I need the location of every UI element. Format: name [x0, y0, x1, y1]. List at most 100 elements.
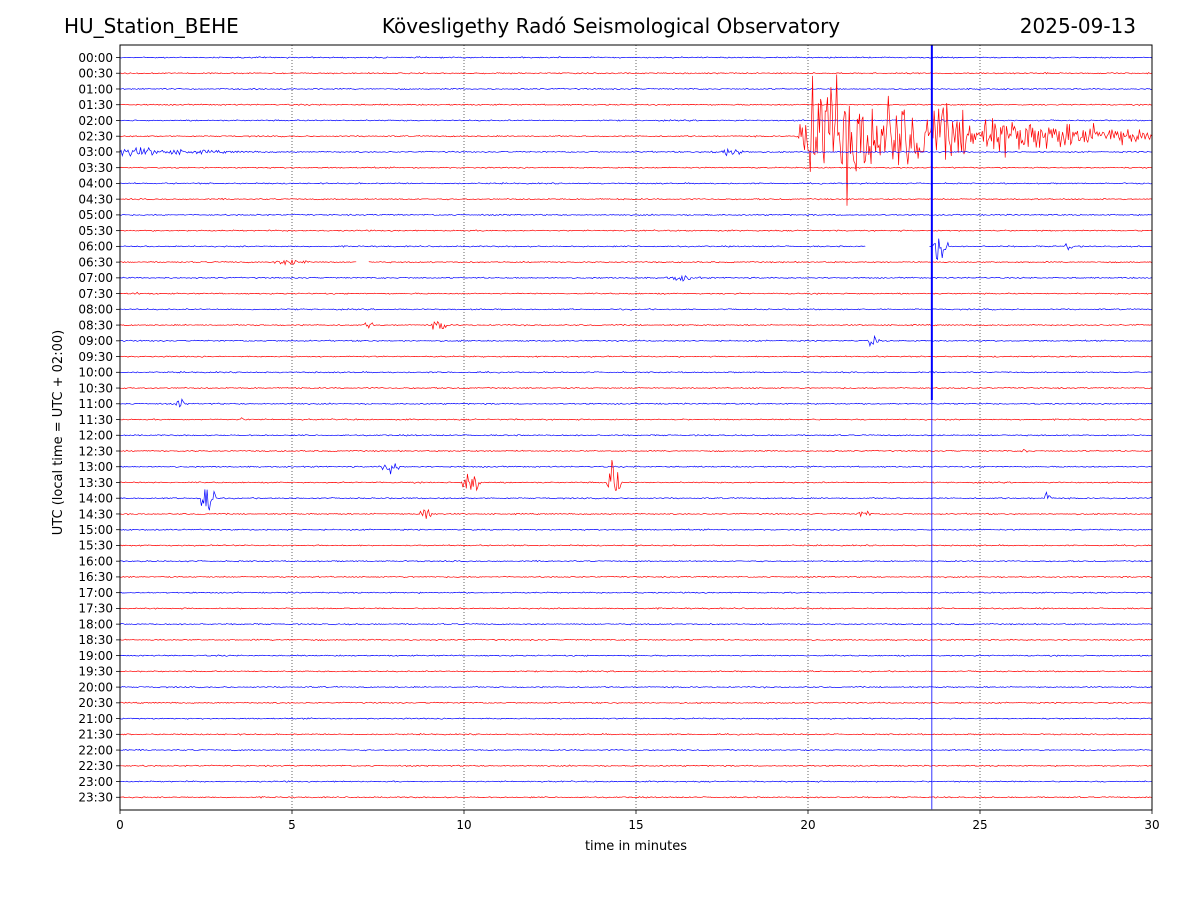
trace-1530 — [119, 544, 1153, 547]
trace-1330 — [119, 459, 1153, 492]
y-tick-label: 19:00 — [78, 649, 113, 663]
grid-lines — [291, 45, 981, 810]
trace-0000 — [119, 56, 1153, 59]
trace-0800 — [119, 308, 1153, 311]
trace-1600 — [119, 559, 1153, 563]
y-tick-label: 18:30 — [78, 633, 113, 647]
y-tick-label: 01:00 — [78, 82, 113, 96]
trace-0530 — [119, 229, 1153, 232]
seismic-traces — [119, 45, 1153, 810]
x-tick-label: 25 — [972, 818, 987, 832]
trace-1500 — [119, 528, 1153, 531]
y-tick-label: 05:30 — [78, 224, 113, 238]
y-tick-label: 03:00 — [78, 145, 113, 159]
trace-1730 — [119, 607, 1153, 610]
y-tick-label: 17:00 — [78, 586, 113, 600]
y-tick-label: 20:30 — [78, 696, 113, 710]
y-tick-label: 21:00 — [78, 712, 113, 726]
trace-0230 — [119, 74, 1153, 206]
trace-1800 — [119, 622, 1153, 626]
trace-1630 — [119, 575, 1153, 579]
y-tick-label: 20:00 — [78, 680, 113, 694]
trace-2130 — [119, 733, 1152, 736]
x-axis-label: time in minutes — [585, 839, 687, 854]
y-tick-label: 13:00 — [78, 460, 113, 474]
y-tick-label: 13:30 — [78, 476, 113, 490]
trace-2000 — [119, 685, 1153, 689]
trace-0630 — [119, 259, 1153, 266]
trace-1700 — [119, 591, 1153, 594]
y-tick-label: 04:30 — [78, 192, 113, 206]
y-tick-label: 14:00 — [78, 492, 113, 506]
trace-1000 — [119, 370, 1153, 374]
y-tick-label: 19:30 — [78, 665, 113, 679]
trace-1300 — [119, 463, 1153, 475]
y-tick-label: 11:00 — [78, 397, 113, 411]
y-tick-label: 15:00 — [78, 523, 113, 537]
y-tick-label: 15:30 — [78, 539, 113, 553]
trace-2230 — [119, 764, 1153, 768]
trace-1930 — [119, 670, 1153, 673]
plot-frame — [119, 44, 1153, 811]
trace-0500 — [119, 213, 1153, 217]
y-tick-label: 02:00 — [78, 114, 113, 128]
y-tick-label: 16:30 — [78, 570, 113, 584]
trace-0700 — [119, 274, 1153, 282]
trace-1400 — [119, 489, 1153, 511]
y-tick-label: 12:00 — [78, 429, 113, 443]
y-tick-label: 09:00 — [78, 334, 113, 348]
y-tick-label: 08:30 — [78, 318, 113, 332]
y-tick-label: 06:00 — [78, 240, 113, 254]
chart-date: 2025-09-13 — [1019, 14, 1136, 38]
trace-2300 — [119, 780, 1153, 783]
x-tick-label: 0 — [116, 818, 124, 832]
trace-0200 — [119, 119, 1153, 122]
y-tick-label: 02:30 — [78, 130, 113, 144]
x-tick-label: 10 — [456, 818, 471, 832]
y-tick-label: 23:00 — [78, 775, 113, 789]
trace-0930 — [119, 355, 1153, 358]
trace-1830 — [119, 638, 1153, 642]
y-tick-label: 22:30 — [78, 759, 113, 773]
y-tick-label: 00:00 — [78, 51, 113, 65]
trace-2330 — [119, 796, 1153, 799]
y-tick-label: 10:00 — [78, 366, 113, 380]
y-tick-label: 00:30 — [78, 67, 113, 81]
x-tick-label: 5 — [288, 818, 296, 832]
trace-2200 — [119, 748, 1152, 752]
y-tick-label: 17:30 — [78, 602, 113, 616]
trace-1900 — [119, 654, 1153, 657]
trace-0430 — [119, 197, 1153, 201]
x-tick-label: 30 — [1144, 818, 1159, 832]
trace-0300 — [119, 146, 1153, 158]
trace-1030 — [119, 386, 1153, 390]
trace-0130 — [120, 103, 1152, 106]
y-axis-label: UTC (local time = UTC + 02:00) — [51, 330, 66, 535]
trace-1100 — [120, 398, 1153, 408]
y-tick-label: 07:30 — [78, 287, 113, 301]
x-tick-label: 20 — [800, 818, 815, 832]
trace-1200 — [119, 434, 1152, 437]
y-tick-label: 22:00 — [78, 743, 113, 757]
y-tick-label: 21:30 — [78, 728, 113, 742]
y-tick-label: 23:30 — [78, 791, 113, 805]
trace-2030 — [119, 701, 1153, 705]
y-tick-label: 18:00 — [78, 617, 113, 631]
x-axis-ticks: 0 5 10 15 20 25 30 — [116, 810, 1160, 832]
y-tick-label: 08:00 — [78, 303, 113, 317]
trace-0830 — [119, 320, 1153, 330]
trace-0600 — [119, 238, 1153, 261]
y-tick-label: 16:00 — [78, 554, 113, 568]
y-tick-label: 04:00 — [78, 177, 113, 191]
trace-0900 — [119, 334, 1153, 348]
y-tick-label: 06:30 — [78, 255, 113, 269]
trace-0730 — [119, 291, 1153, 295]
y-tick-label: 03:30 — [78, 161, 113, 175]
trace-1230 — [119, 448, 1153, 453]
trace-0400 — [120, 182, 1153, 185]
station-name: HU_Station_BEHE — [64, 14, 239, 38]
chart-title: Kövesligethy Radó Seismological Observat… — [381, 14, 841, 38]
trace-0100 — [119, 87, 1153, 91]
